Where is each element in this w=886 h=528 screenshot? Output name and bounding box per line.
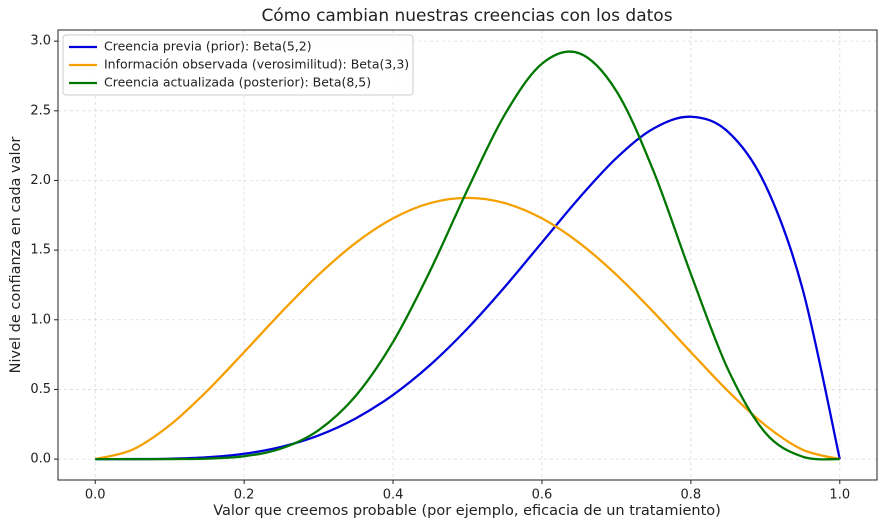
chart-title: Cómo cambian nuestras creencias con los … [261,6,672,26]
series-line [94,196,841,461]
y-tick-label: 1.5 [30,243,51,258]
y-axis-label: Nivel de confianza en cada valor [8,137,24,374]
y-tick-label: 0.5 [30,382,51,397]
x-tick-label: 0.4 [383,488,404,503]
x-tick-label: 0.2 [234,488,255,503]
y-tick-label: 2.0 [30,173,51,188]
y-tick-label: 1.0 [30,312,51,327]
legend-label: Creencia actualizada (posterior): Beta(8… [104,75,371,90]
y-tick-label: 3.0 [30,34,51,49]
series-line [95,50,840,461]
y-tick-label: 0.0 [30,452,51,467]
legend-box [62,34,414,96]
x-tick-label: 0.0 [85,488,106,503]
y-tick-label: 2.5 [30,103,51,118]
x-axis-label: Valor que creemos probable (por ejemplo,… [213,503,721,519]
legend-label: Información observada (verosimilitud): B… [104,57,409,72]
x-tick-label: 1.0 [829,488,850,503]
series-line [95,115,841,461]
x-tick-label: 0.6 [532,488,553,503]
plot-frame [57,29,878,481]
legend-label: Creencia previa (prior): Beta(5,2) [104,39,312,54]
x-tick-label: 0.8 [681,488,702,503]
